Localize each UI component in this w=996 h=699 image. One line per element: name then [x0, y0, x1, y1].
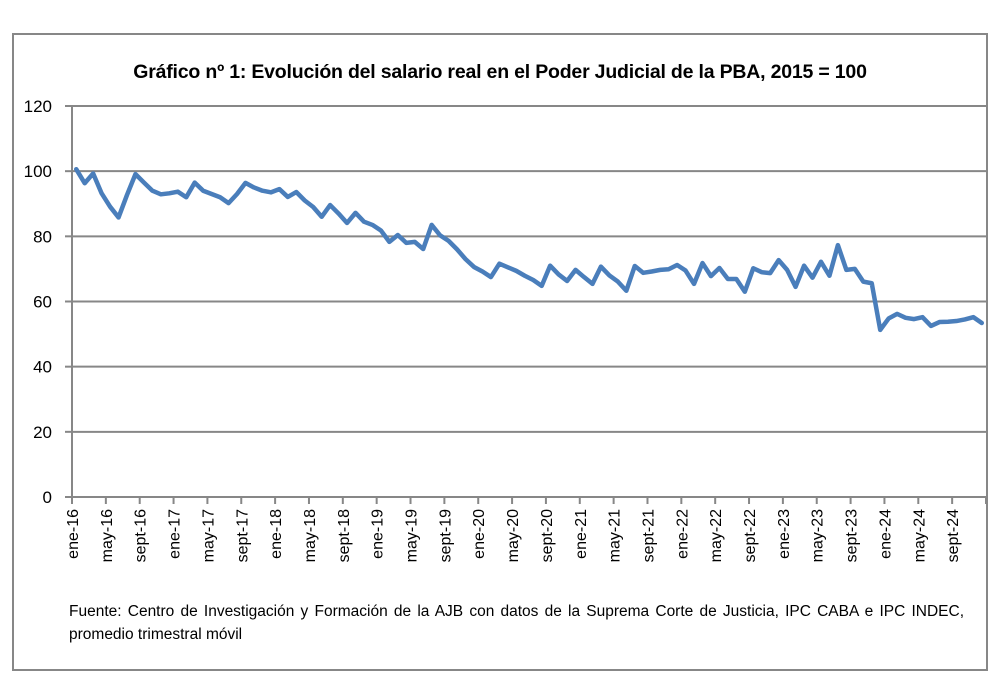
series-layer — [73, 166, 985, 333]
x-tick-label: ene-20 — [471, 509, 488, 559]
y-tick-label: 20 — [33, 423, 52, 442]
x-tick-label: sept-19 — [437, 509, 454, 562]
x-tick-label: ene-17 — [167, 509, 184, 559]
chart-frame: Gráfico nº 1: Evolución del salario real… — [12, 33, 988, 671]
y-tick-label: 40 — [33, 358, 52, 377]
x-tick-label: sept-21 — [640, 509, 657, 562]
series-line-salario-real — [73, 166, 985, 333]
axes — [65, 105, 986, 504]
y-tick-labels: 0 20 40 60 80 100 120 — [24, 97, 52, 507]
x-tick-label: ene-19 — [370, 509, 387, 559]
x-tick-label: ene-22 — [674, 509, 691, 559]
x-tick-label: may-17 — [200, 509, 217, 562]
source-note: Fuente: Centro de Investigación y Formac… — [69, 603, 964, 643]
x-tick-label: may-19 — [404, 509, 421, 562]
x-tick-label: may-21 — [607, 509, 624, 562]
x-tick-label: ene-24 — [877, 509, 894, 559]
gridlines — [72, 105, 986, 433]
x-tick-label: sept-22 — [742, 509, 759, 562]
x-tick-label: sept-17 — [234, 509, 251, 562]
x-tick-label: ene-18 — [268, 509, 285, 559]
y-tick-label: 80 — [33, 227, 52, 246]
x-tick-label: may-24 — [911, 509, 928, 562]
chart-title: Gráfico nº 1: Evolución del salario real… — [133, 61, 867, 83]
y-tick-label: 60 — [33, 293, 52, 312]
y-tick-label: 0 — [43, 488, 52, 507]
y-tick-label: 120 — [24, 97, 52, 116]
x-tick-label: sept-16 — [133, 509, 150, 562]
y-tick-label: 100 — [24, 162, 52, 181]
x-tick-label: sept-20 — [539, 509, 556, 562]
x-tick-label: ene-21 — [573, 509, 590, 559]
x-tick-label: sept-18 — [336, 509, 353, 562]
x-tick-label: ene-16 — [65, 509, 82, 559]
x-tick-labels: ene-16 may-16 sept-16 ene-17 may-17 sept-17 en… — [65, 509, 962, 562]
x-tick-label: may-23 — [810, 509, 827, 562]
x-tick-label: may-22 — [708, 509, 725, 562]
x-tick-label: may-18 — [302, 509, 319, 562]
x-tick-label: may-16 — [99, 509, 116, 562]
x-tick-label: ene-23 — [776, 509, 793, 559]
x-tick-label: sept-23 — [844, 509, 861, 562]
x-tick-label: sept-24 — [945, 509, 962, 562]
x-tick-label: may-20 — [505, 509, 522, 562]
